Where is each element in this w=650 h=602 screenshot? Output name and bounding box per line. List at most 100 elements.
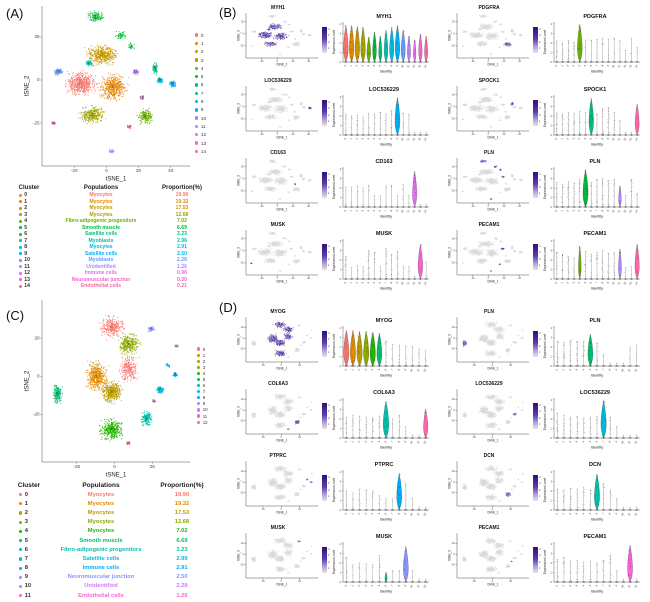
svg-text:5: 5 (583, 208, 587, 212)
svg-text:1: 1 (350, 367, 354, 371)
svg-text:1: 1 (560, 136, 564, 140)
svg-text:Expression Level: Expression Level (543, 103, 547, 128)
svg-text:Expression Level: Expression Level (332, 103, 336, 128)
cluster-id: 2 (24, 205, 28, 212)
legend-item-cluster-8: 8 (195, 97, 206, 105)
feature-plot-PTPRC (236, 459, 320, 515)
svg-text:0: 0 (343, 63, 347, 67)
svg-text:7: 7 (390, 511, 394, 515)
proportion-cell: 17.53 (174, 509, 190, 516)
svg-text:Identity: Identity (591, 142, 603, 146)
svg-text:2: 2 (340, 258, 342, 262)
svg-text:Expression Level: Expression Level (543, 175, 547, 200)
legend-item-label: 13 (200, 140, 207, 146)
svg-text:9: 9 (614, 439, 618, 443)
svg-text:7: 7 (594, 280, 598, 284)
feature-plot-MUSK (236, 531, 320, 587)
svg-text:12: 12 (622, 280, 627, 285)
svg-text:3: 3 (571, 63, 575, 67)
cluster-id-cell: 9 (8, 251, 50, 257)
violin-plot-title-LOC536229: LOC536229 (580, 390, 610, 396)
svg-text:12: 12 (411, 280, 416, 285)
proportion-cell: 12.68 (174, 519, 190, 526)
feature-plot-title-COL6A3: COL6A3 (268, 381, 288, 387)
svg-text:2: 2 (568, 367, 572, 371)
svg-text:3: 3 (340, 104, 342, 108)
svg-text:6: 6 (378, 280, 382, 284)
svg-text:5: 5 (588, 367, 592, 371)
svg-text:5: 5 (372, 208, 376, 212)
panel-a-population-table: Cluster Populations Proportion(%) 0 Myocytes… (8, 183, 212, 290)
cluster-color-dot (195, 83, 199, 87)
svg-text:0: 0 (554, 63, 558, 67)
svg-text:12: 12 (622, 63, 627, 68)
svg-text:2: 2 (340, 417, 342, 421)
cluster-id-cell: 12 (8, 270, 50, 276)
legend-item-cluster-8: 8 (197, 395, 208, 401)
cluster-id: 8 (24, 565, 28, 572)
svg-text:11: 11 (416, 367, 421, 372)
svg-text:3: 3 (363, 583, 367, 587)
legend-item-cluster-3: 3 (195, 56, 206, 64)
svg-text:2: 2 (340, 345, 342, 349)
cluster-color-dot (195, 124, 199, 129)
proportion-cell: 2.28 (177, 257, 187, 264)
legend-item-label: 0 (202, 346, 206, 352)
svg-text:9: 9 (395, 280, 399, 284)
svg-text:4: 4 (366, 63, 370, 67)
svg-text:9: 9 (403, 511, 407, 515)
svg-text:2: 2 (551, 258, 553, 262)
svg-text:0: 0 (555, 511, 559, 515)
population-cell: Myocytes (87, 528, 115, 535)
legend-item-cluster-5: 5 (197, 376, 208, 382)
violin-plot-title-MUSK: MUSK (375, 231, 393, 237)
feature-plot-MYH1 (236, 11, 320, 67)
feature-plot-LOC536229 (447, 387, 531, 443)
svg-text:1: 1 (340, 426, 342, 430)
legend-item-cluster-5: 5 (195, 72, 206, 80)
population-cell: Smooth muscle (79, 537, 123, 544)
svg-text:1: 1 (551, 426, 553, 430)
svg-text:9: 9 (614, 367, 618, 371)
svg-text:5: 5 (583, 280, 587, 284)
legend-item-label: 12 (202, 419, 208, 425)
cluster-id: 11 (24, 592, 31, 599)
cluster-color-dot (195, 50, 199, 54)
svg-text:12: 12 (411, 136, 416, 141)
svg-text:Expression Level: Expression Level (332, 30, 336, 55)
svg-text:10: 10 (400, 280, 405, 285)
svg-text:1: 1 (349, 136, 353, 140)
svg-text:5: 5 (372, 136, 376, 140)
table-header: Proportion(%) (160, 481, 204, 489)
svg-text:3: 3 (363, 367, 367, 371)
cluster-color-dot (19, 258, 22, 262)
cluster-id-cell: 0 (8, 192, 50, 198)
svg-text:1: 1 (350, 583, 354, 587)
expression-colorbar-LOC536229 (533, 403, 538, 429)
svg-text:5: 5 (588, 583, 592, 587)
svg-text:0: 0 (551, 205, 553, 209)
svg-text:1: 1 (340, 123, 342, 127)
legend-item-label: 4 (202, 370, 206, 376)
svg-text:0: 0 (344, 367, 348, 371)
svg-text:9: 9 (606, 63, 610, 67)
legend-item-label: 5 (200, 74, 204, 80)
population-table-row: 0 Myocytes 19.90 (8, 192, 212, 199)
svg-text:Expression Level: Expression Level (332, 550, 336, 575)
cluster-color-dot (197, 390, 201, 394)
cluster-id: 14 (24, 283, 30, 290)
svg-text:10: 10 (611, 136, 616, 141)
svg-text:10: 10 (611, 280, 616, 285)
population-table-row: 1 Myocytes 19.32 (8, 499, 212, 508)
svg-text:0: 0 (340, 205, 342, 209)
svg-text:1: 1 (350, 439, 354, 443)
svg-text:4: 4 (581, 583, 585, 587)
legend-item-label: 8 (202, 395, 206, 401)
svg-text:0: 0 (344, 511, 348, 515)
violin-plot-PTPRC: 0 1 2 3 4 0 1 2 3 4 5 6 7 8 9 10 11 12 Identity Expression … (332, 467, 432, 526)
svg-text:0: 0 (555, 439, 559, 443)
svg-text:9: 9 (614, 583, 618, 587)
svg-text:Identity: Identity (591, 445, 603, 449)
